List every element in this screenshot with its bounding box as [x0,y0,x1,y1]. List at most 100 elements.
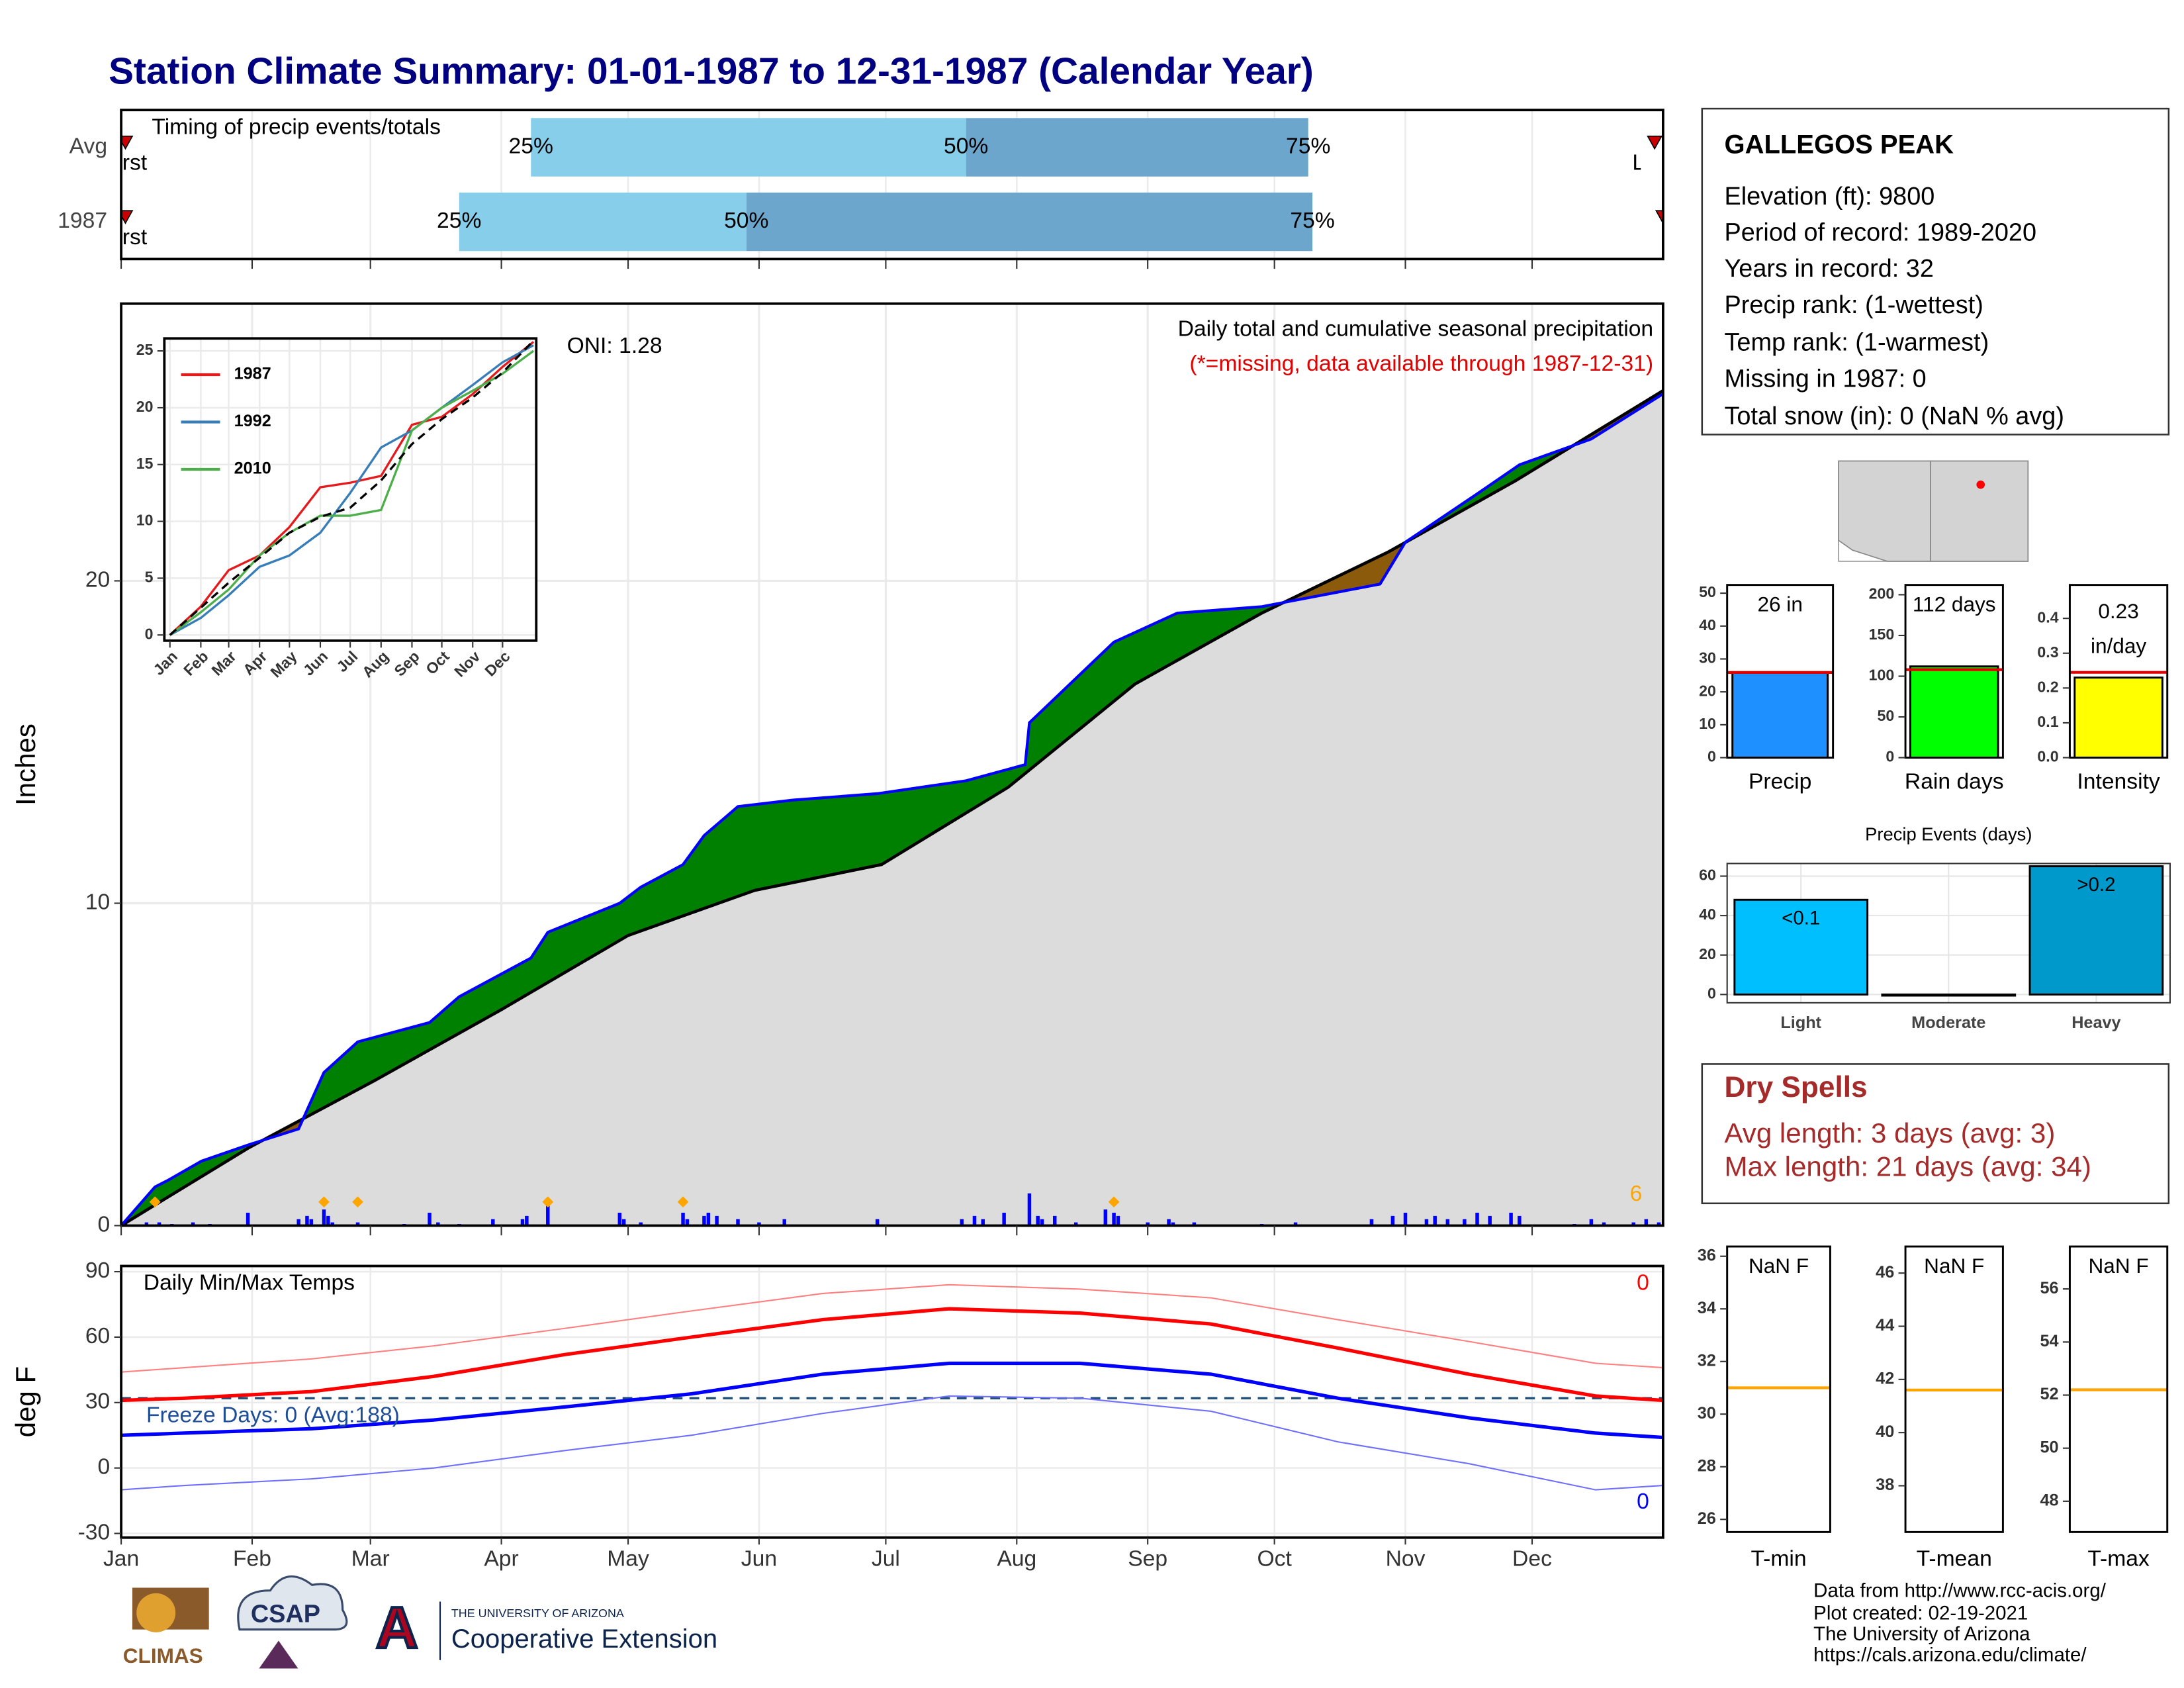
plot-frame [120,1264,1664,1539]
y-tick-label: 50 [2040,1438,2058,1456]
daily-bar [1293,1222,1298,1226]
quantile-bar [966,118,1308,177]
map-state [1838,460,1931,562]
event-marker [149,1196,161,1208]
event-marker [318,1196,330,1208]
daily-bar [1433,1215,1437,1226]
category-label: Moderate [1911,1013,1985,1032]
chart-subtitle: (*=missing, data available through 1987-… [1189,352,1653,376]
y-axis-label: deg F [10,1366,41,1438]
series-line [169,340,535,636]
station-name: GALLEGOS PEAK [1724,130,1954,159]
bar-annotation: <0.1 [1782,908,1820,929]
level-label: NaN F [2088,1254,2148,1278]
quantile-label: 75% [1290,209,1334,233]
x-tick-label: Nov [1386,1546,1426,1571]
daily-bar [436,1222,440,1226]
y-tick-label: 0.0 [2037,748,2058,765]
y-tick-label: 28 [1698,1456,1716,1475]
y-tick-label: 26 [1698,1509,1716,1528]
annotation: Daily Min/Max Temps [144,1271,355,1295]
station-line: Elevation (ft): 9800 [1724,183,1934,211]
ua-name: THE UNIVERSITY OF ARIZONA [451,1607,624,1620]
y-tick-label: 56 [2040,1279,2058,1297]
category-label: Rain days [1905,769,2004,794]
station-line: Years in record: 32 [1724,255,1933,283]
climas-sun [136,1593,176,1632]
y-tick-label: 40 [1699,616,1716,633]
y-tick-label: 90 [85,1258,110,1283]
y-tick-label: 30 [85,1389,110,1414]
daily-bar [355,1222,360,1226]
count-label: 6 [1630,1182,1643,1206]
annotation: 0 [1637,1489,1649,1514]
y-tick-label: 38 [1876,1476,1894,1494]
bar [1909,665,1999,759]
y-tick-label: 54 [2040,1332,2058,1350]
bar [1731,671,1829,759]
series-line [169,341,535,636]
category-label: Light [1780,1013,1821,1032]
daily-bar [428,1213,432,1226]
y-tick-label: 5 [145,569,154,586]
bar-annotation: >0.2 [2077,874,2115,896]
daily-bar [960,1219,964,1226]
daily-bar [520,1219,525,1226]
daily-bar [1475,1213,1479,1226]
y-tick-label: 20 [1699,682,1716,699]
first-label: First [104,151,148,175]
row-label: 1987 [58,209,107,233]
station-line: Period of record: 1989-2020 [1724,218,2036,246]
daily-bar [326,1215,330,1226]
y-tick-label: 0 [1707,748,1716,765]
average-line [120,389,1664,1227]
daily-bar [1657,1222,1661,1226]
daily-bar [681,1213,685,1226]
y-axis-label: Inches [10,724,41,806]
daily-bar [525,1215,529,1226]
y-tick-label: 15 [136,455,154,472]
y-tick-label: 36 [1698,1246,1716,1264]
last-marker [1655,210,1663,224]
annotation: Freeze Days: 0 (Avg:188) [146,1403,400,1428]
y-tick-label: 30 [1698,1404,1716,1423]
category-label: Heavy [2071,1013,2120,1032]
daily-bar [639,1222,643,1226]
y-tick-label: 0 [98,1455,111,1479]
y-tick-label: 46 [1876,1263,1894,1282]
y-tick-label: 150 [1869,626,1895,643]
plot-frame [1726,1245,1831,1533]
daily-bar [1424,1219,1429,1226]
station-location [1976,480,1985,489]
y-tick-label: -30 [78,1520,111,1544]
y-tick-label: 60 [85,1324,110,1348]
plot-frame [2068,1245,2169,1533]
surplus-area [304,602,1283,1118]
plot-frame [2068,584,2169,759]
quantile-label: 50% [724,209,768,233]
bar [2028,865,2164,996]
y-tick-label: 0.2 [2037,678,2058,695]
daily-bar [617,1213,622,1226]
daily-bar [1073,1222,1078,1226]
station-box [1701,107,2170,436]
daily-bar [972,1215,977,1226]
daily-bar [1369,1219,1374,1226]
x-tick-label: Aug [997,1546,1036,1571]
daily-bar [685,1219,690,1226]
daily-bar [191,1222,195,1226]
x-tick-label: Apr [484,1546,518,1571]
y-tick-label: 25 [136,341,154,358]
chart-title: Precip Events (days) [1865,824,2032,845]
category-label: Intensity [2077,769,2160,794]
value-label: in/day [2091,634,2146,658]
daily-bar [1112,1213,1116,1226]
quantile-bar [531,118,966,177]
series-line [121,1361,1664,1440]
plot-background [1727,1246,1831,1532]
y-tick-label: 42 [1876,1370,1894,1388]
y-tick-label: 10 [85,890,110,914]
series-line [169,350,535,636]
y-tick-label: 0 [98,1212,111,1237]
daily-bar [1116,1215,1120,1226]
